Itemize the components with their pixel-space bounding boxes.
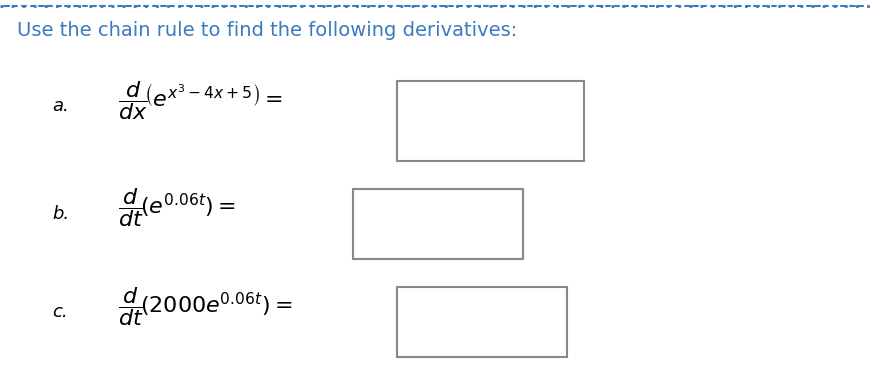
Text: a.: a. (52, 97, 69, 115)
Text: c.: c. (52, 303, 68, 321)
Text: Use the chain rule to find the following derivatives:: Use the chain rule to find the following… (17, 21, 518, 40)
Text: $\dfrac{d}{dt}\!\left(e^{0.06t}\right) =$: $\dfrac{d}{dt}\!\left(e^{0.06t}\right) =… (118, 186, 235, 229)
Text: $\dfrac{d}{dt}\!\left(2000e^{0.06t}\right) =$: $\dfrac{d}{dt}\!\left(2000e^{0.06t}\righ… (118, 285, 292, 328)
Text: $\dfrac{d}{dx}\!\left(e^{x^3-4x+5}\right) =$: $\dfrac{d}{dx}\!\left(e^{x^3-4x+5}\right… (118, 79, 283, 122)
Text: b.: b. (52, 204, 70, 223)
FancyBboxPatch shape (397, 81, 584, 161)
FancyBboxPatch shape (353, 189, 523, 259)
FancyBboxPatch shape (397, 287, 567, 357)
